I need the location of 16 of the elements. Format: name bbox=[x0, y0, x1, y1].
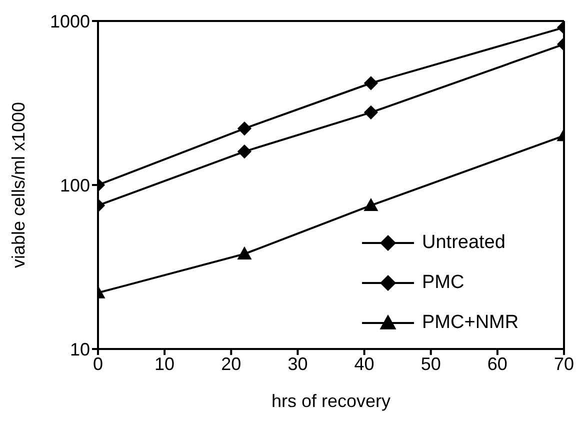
y-tick-label: 10 bbox=[70, 339, 90, 360]
x-tick-label: 60 bbox=[487, 354, 508, 374]
legend-label: Untreated bbox=[422, 232, 506, 254]
y-tick-label: 1000 bbox=[50, 11, 90, 32]
x-tick-label: 10 bbox=[154, 354, 175, 374]
x-tick-label: 20 bbox=[221, 354, 242, 374]
x-tick-label: 50 bbox=[420, 354, 441, 374]
legend-label: PMC+NMR bbox=[422, 312, 519, 334]
x-tick-label: 70 bbox=[554, 354, 574, 374]
legend-label: PMC bbox=[422, 272, 464, 294]
y-axis-title: viable cells/ml x1000 bbox=[8, 102, 28, 268]
x-axis-title: hrs of recovery bbox=[271, 391, 391, 411]
x-tick-label: 0 bbox=[92, 354, 104, 374]
y-tick-label: 100 bbox=[60, 175, 90, 196]
x-tick-label: 40 bbox=[354, 354, 374, 374]
x-tick-label: 30 bbox=[288, 354, 308, 374]
